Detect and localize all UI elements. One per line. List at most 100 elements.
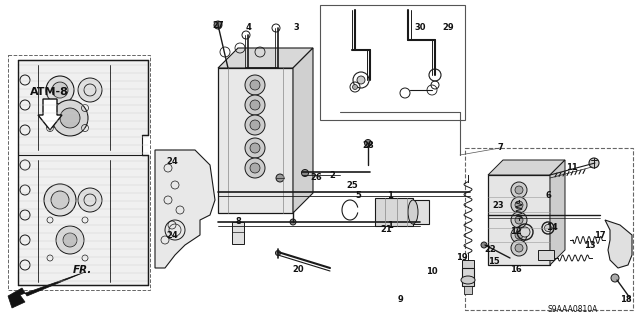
Circle shape [250,100,260,110]
Text: 21: 21 [380,226,392,234]
Circle shape [511,227,527,243]
Text: 23: 23 [492,201,504,210]
Polygon shape [218,48,313,68]
Text: ATM-8: ATM-8 [30,87,69,97]
Text: 17: 17 [594,231,606,240]
Circle shape [245,75,265,95]
Bar [462,260,474,268]
Bar [232,222,244,244]
Text: 5: 5 [355,190,361,199]
Bar [320,5,465,120]
Circle shape [515,244,523,252]
Circle shape [78,78,102,102]
Text: 9: 9 [397,295,403,305]
Text: 3: 3 [293,24,299,33]
Text: 13: 13 [584,241,596,249]
Text: 11: 11 [566,164,578,173]
Circle shape [611,274,619,282]
Circle shape [511,182,527,198]
Circle shape [52,82,68,98]
Text: 28: 28 [362,140,374,150]
Text: 29: 29 [442,24,454,33]
Circle shape [515,186,523,194]
Circle shape [250,80,260,90]
Circle shape [60,108,80,128]
Bar [462,268,474,286]
Text: 6: 6 [545,190,551,199]
Bar [464,286,472,294]
Bar [8,55,150,290]
Circle shape [276,174,284,182]
Circle shape [301,169,308,176]
Text: 18: 18 [620,295,632,305]
Circle shape [515,216,523,224]
Text: 19: 19 [456,254,468,263]
Text: 27: 27 [212,20,224,29]
Circle shape [63,233,77,247]
Text: FR.: FR. [73,265,92,275]
Circle shape [481,242,487,248]
Circle shape [589,158,599,168]
Bar [375,198,413,226]
Text: 14: 14 [546,224,558,233]
Circle shape [78,188,102,212]
Ellipse shape [461,276,475,284]
Text: 7: 7 [497,144,503,152]
Circle shape [52,100,88,136]
Circle shape [44,184,76,216]
Circle shape [511,212,527,228]
Text: 30: 30 [414,24,426,33]
Circle shape [250,143,260,153]
Text: 8: 8 [235,218,241,226]
Circle shape [245,95,265,115]
Text: S9AAA0810A: S9AAA0810A [548,306,598,315]
Text: 24: 24 [166,231,178,240]
Bar [218,68,293,213]
Circle shape [275,250,280,256]
Polygon shape [38,99,62,130]
Bar [488,175,550,265]
Circle shape [515,231,523,239]
Circle shape [545,225,552,232]
Circle shape [250,120,260,130]
Text: 12: 12 [510,227,522,236]
Polygon shape [550,160,565,265]
Polygon shape [488,160,565,175]
Circle shape [511,197,527,213]
Circle shape [365,139,371,146]
Text: 22: 22 [484,246,496,255]
Polygon shape [18,60,148,285]
Text: 26: 26 [310,174,322,182]
Polygon shape [8,272,85,308]
Circle shape [245,115,265,135]
Text: 20: 20 [292,265,304,275]
Circle shape [520,227,530,237]
Text: 25: 25 [346,181,358,189]
Polygon shape [605,220,632,268]
Text: 15: 15 [488,257,500,266]
Text: 1: 1 [387,220,393,229]
Bar [465,148,633,310]
Circle shape [250,163,260,173]
Bar [413,200,429,224]
Ellipse shape [408,200,418,224]
Circle shape [56,226,84,254]
Text: 4: 4 [245,24,251,33]
Text: 16: 16 [510,265,522,275]
Polygon shape [293,48,313,213]
Circle shape [245,138,265,158]
Text: 10: 10 [426,268,438,277]
Circle shape [46,76,74,104]
Text: 1: 1 [387,190,393,199]
Circle shape [245,158,265,178]
Circle shape [51,191,69,209]
Circle shape [357,76,365,84]
Circle shape [214,21,222,29]
Text: 2: 2 [329,170,335,180]
Bar [538,250,554,260]
Text: 24: 24 [166,158,178,167]
Circle shape [353,85,358,90]
Circle shape [511,240,527,256]
Polygon shape [155,150,215,268]
Circle shape [515,201,523,209]
